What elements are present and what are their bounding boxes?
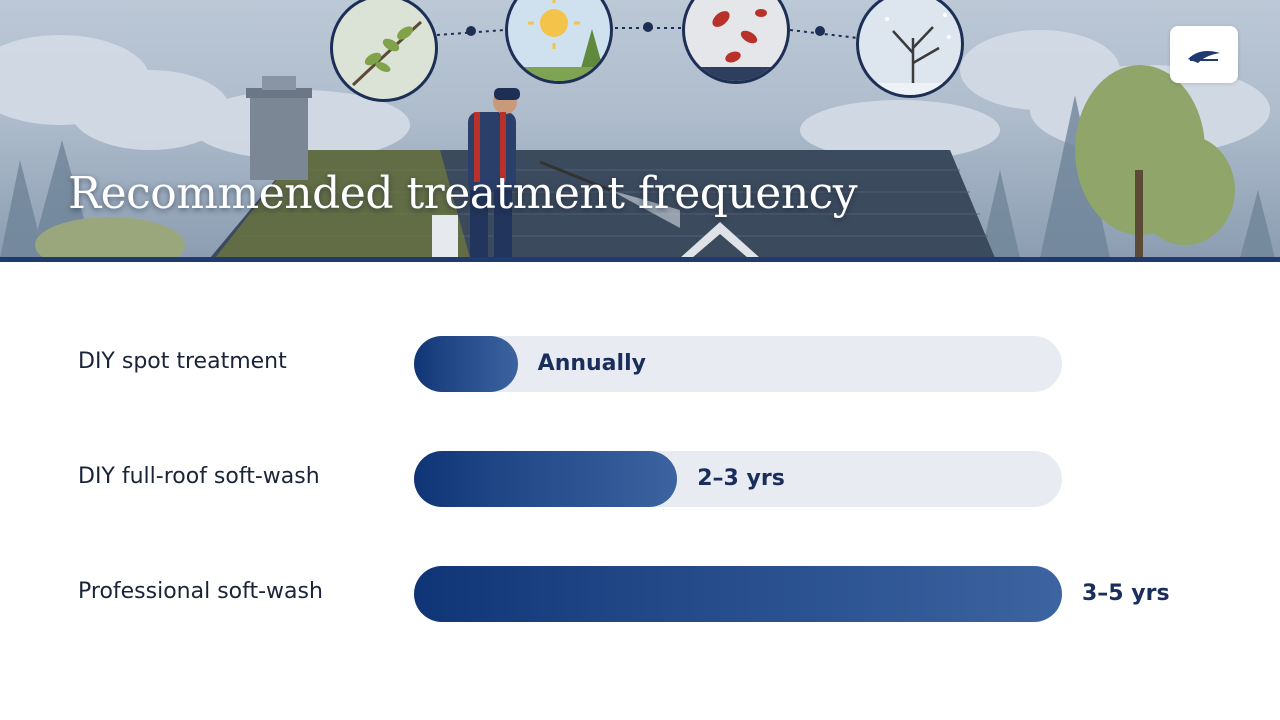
data-label: Annually (537, 351, 646, 376)
category-label: DIY full-roof soft-wash (78, 464, 320, 489)
category-label: DIY spot treatment (78, 349, 287, 374)
hero-divider (0, 257, 1280, 262)
summer-sun-icon (505, 0, 613, 84)
bar-track (414, 566, 1062, 622)
slide-title: Recommended treatment frequency (68, 168, 858, 219)
autumn-leaves-icon (682, 0, 790, 84)
bar (414, 451, 678, 507)
bar-track (414, 336, 1062, 392)
bar (414, 336, 518, 392)
bar-track (414, 451, 1062, 507)
winter-tree-icon (856, 0, 964, 98)
category-label: Professional soft-wash (78, 579, 323, 604)
data-label: 3–5 yrs (1082, 581, 1170, 606)
roof-scene-illustration (0, 22, 1275, 258)
spring-branch-icon (330, 0, 438, 102)
company-logo-icon (1170, 26, 1238, 83)
data-label: 2–3 yrs (697, 466, 785, 491)
hero-banner: Recommended treatment frequency (0, 0, 1280, 258)
bar (414, 566, 1062, 622)
